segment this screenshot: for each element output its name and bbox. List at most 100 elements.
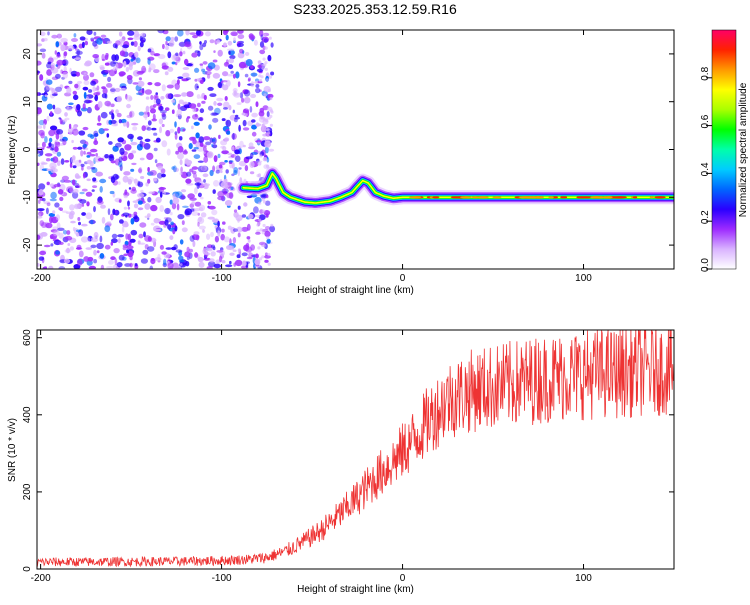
noise-cell xyxy=(259,228,263,232)
noise-cell xyxy=(184,210,190,216)
noise-cell xyxy=(181,227,188,233)
noise-cell xyxy=(83,256,90,262)
noise-cell xyxy=(79,199,87,204)
noise-cell xyxy=(93,249,97,256)
noise-cell xyxy=(243,244,250,252)
noise-cell xyxy=(184,158,189,164)
noise-cell xyxy=(123,171,131,176)
noise-cell xyxy=(202,229,205,233)
trace-hotspot xyxy=(476,196,487,199)
noise-cell xyxy=(99,178,107,184)
noise-cell xyxy=(140,258,148,264)
noise-cell xyxy=(72,128,79,136)
noise-cell xyxy=(164,107,170,111)
noise-cell xyxy=(79,191,85,195)
noise-cell xyxy=(101,216,106,224)
noise-cell xyxy=(251,124,257,130)
noise-cell xyxy=(110,256,116,261)
noise-cell xyxy=(59,133,63,140)
noise-cell xyxy=(258,218,262,222)
noise-cell xyxy=(117,238,121,244)
snr-y-ticks: 0 200 400 600 xyxy=(22,329,674,572)
noise-cell xyxy=(146,152,154,160)
trace-hotspot xyxy=(654,196,665,199)
noise-cell xyxy=(198,261,205,268)
noise-cell xyxy=(131,162,137,166)
noise-cell xyxy=(145,105,150,113)
noise-cell xyxy=(149,170,157,176)
noise-cell xyxy=(45,222,53,229)
noise-cell xyxy=(204,40,207,44)
noise-cell xyxy=(48,265,54,269)
noise-cell xyxy=(132,200,139,203)
noise-cell xyxy=(133,216,140,223)
noise-cell xyxy=(43,37,48,42)
noise-cell xyxy=(194,83,199,91)
noise-cell xyxy=(79,36,86,41)
noise-cell xyxy=(234,149,241,155)
noise-cell xyxy=(82,86,89,91)
trace-hotspot xyxy=(598,196,604,199)
noise-cell xyxy=(169,235,174,241)
noise-cell xyxy=(230,186,234,191)
noise-cell xyxy=(212,189,216,194)
noise-cell xyxy=(266,238,271,244)
noise-cell xyxy=(232,88,238,93)
noise-cell xyxy=(262,209,266,213)
noise-cell xyxy=(50,236,54,240)
noise-cell xyxy=(208,205,216,210)
noise-cell xyxy=(130,41,135,46)
noise-cell xyxy=(179,51,183,57)
noise-cell xyxy=(138,77,142,81)
noise-cell xyxy=(96,242,104,250)
noise-cell xyxy=(226,130,231,135)
noise-cell xyxy=(164,207,171,215)
noise-cell xyxy=(104,244,111,250)
noise-cell xyxy=(115,175,120,179)
noise-cell xyxy=(206,266,213,269)
noise-cell xyxy=(88,265,96,269)
noise-cell xyxy=(207,74,211,79)
noise-cell xyxy=(171,61,176,65)
noise-cell xyxy=(84,147,89,151)
noise-cell xyxy=(129,238,136,243)
noise-cell xyxy=(241,226,249,232)
noise-cell xyxy=(225,34,229,41)
noise-cell xyxy=(104,100,111,107)
noise-cell xyxy=(83,72,87,77)
noise-cell xyxy=(115,40,121,46)
noise-cell xyxy=(81,41,85,49)
noise-cell xyxy=(174,121,177,128)
noise-cell xyxy=(69,204,75,211)
noise-cell xyxy=(92,185,98,189)
noise-cell xyxy=(200,165,208,172)
noise-cell xyxy=(165,217,172,223)
noise-cell xyxy=(260,194,267,199)
noise-cell xyxy=(108,141,113,145)
noise-cell xyxy=(93,130,99,138)
noise-cell xyxy=(122,244,129,248)
noise-cell xyxy=(170,36,175,42)
noise-cell xyxy=(48,213,55,217)
noise-cell xyxy=(151,118,157,122)
noise-cell xyxy=(181,189,187,193)
noise-cell xyxy=(130,168,135,172)
noise-cell xyxy=(83,150,86,155)
noise-cell xyxy=(66,87,72,94)
noise-cell xyxy=(152,113,156,120)
noise-cell xyxy=(237,205,241,210)
noise-cell xyxy=(86,30,93,35)
noise-cell xyxy=(52,230,61,237)
noise-cell xyxy=(197,221,200,227)
noise-cell xyxy=(47,31,50,36)
noise-cell xyxy=(188,143,193,150)
noise-cell xyxy=(250,93,257,99)
noise-cell xyxy=(80,150,84,157)
y-tick-label: 10 xyxy=(22,96,33,108)
noise-cell xyxy=(150,222,155,226)
noise-cell xyxy=(149,265,154,269)
noise-cell xyxy=(175,191,183,199)
noise-cell xyxy=(155,98,161,105)
noise-cell xyxy=(243,89,251,97)
